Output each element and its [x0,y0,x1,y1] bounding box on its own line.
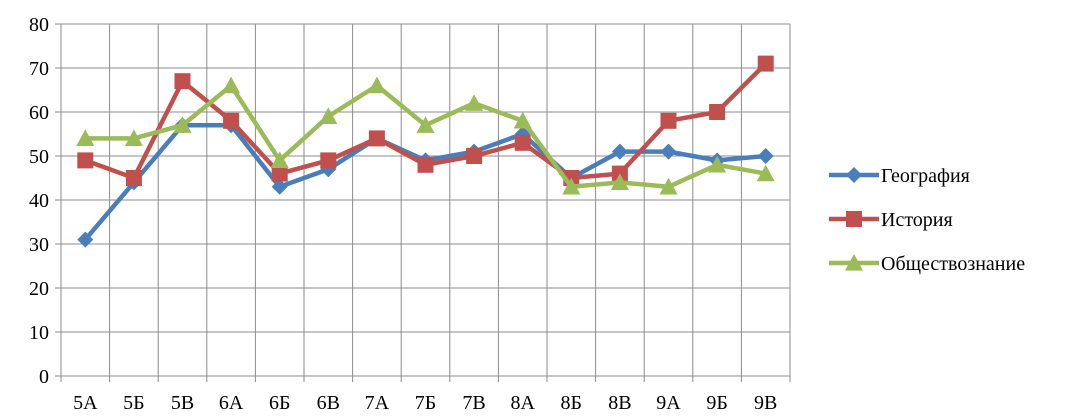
legend: География История Обществознание [829,165,1025,275]
y-tick-label: 70 [29,58,49,80]
x-tick-label: 9Б [706,392,727,414]
x-tick-label: 6А [219,392,244,414]
data-point [76,129,95,147]
y-tick-label: 80 [29,14,49,36]
data-point [367,76,386,94]
data-point [465,94,484,111]
y-tick-label: 10 [29,322,49,344]
legend-label: Обществознание [881,253,1025,275]
data-point [610,173,629,191]
series-line [83,122,766,242]
grid [61,23,791,376]
data-point [271,178,288,195]
x-tick-label: 9А [656,392,681,414]
x-tick-label: 6Б [269,392,290,414]
data-point [757,148,774,164]
series [76,55,775,248]
data-point [124,129,143,147]
data-point [756,164,775,182]
y-tick-label: 50 [29,146,49,168]
data-point [562,177,581,195]
data-point [271,165,288,182]
data-point [513,111,532,129]
axes: 0 10 20 30 40 50 60 70 80 5А 5Б 5В 6А 6Б 6В 7А 7Б 7В 8А 8Б 8… [29,14,791,414]
x-tick-label: 7Б [415,392,436,414]
data-point [659,177,678,195]
data-point [846,211,862,227]
y-tick-label: 60 [29,102,49,124]
legend-label: География [881,165,970,187]
data-point [708,155,727,173]
y-tick-label: 20 [29,278,49,300]
legend-label: История [881,209,953,231]
data-point [417,156,434,173]
x-tick-label: 8В [608,392,631,414]
data-point [77,231,94,248]
data-point [173,116,192,133]
x-tick-label: 7В [462,392,485,414]
x-tick-label: 6В [317,392,340,414]
data-point [660,143,677,160]
x-tick-label: 9В [754,392,777,414]
x-tick-label: 5В [171,392,194,414]
x-tick-label: 5Б [123,392,144,414]
legend-item: Обществознание [829,253,1025,275]
data-point [709,104,726,120]
y-tick-label: 40 [29,190,49,212]
data-point [270,151,289,169]
data-point [514,134,531,151]
y-tick-label: 30 [29,234,49,256]
data-point [466,148,483,164]
data-point [611,143,628,160]
legend-item: География [829,165,970,187]
x-tick-label: 8А [510,392,535,414]
data-point [846,167,862,183]
data-point [660,112,677,129]
data-point [319,107,338,125]
data-point [125,170,142,186]
series-group [76,76,775,195]
data-point [222,76,241,94]
y-tick-label: 0 [39,366,49,388]
data-point [845,254,863,271]
legend-item: История [829,209,953,231]
x-tick-label: 8Б [561,392,582,414]
data-point [320,152,337,169]
data-point [416,116,435,133]
data-point [223,112,240,129]
data-point [368,130,385,147]
data-point [757,55,774,72]
x-tick-label: 7А [365,392,390,414]
data-point [174,73,191,90]
x-tick-label: 5А [73,392,98,414]
data-point [77,152,94,169]
